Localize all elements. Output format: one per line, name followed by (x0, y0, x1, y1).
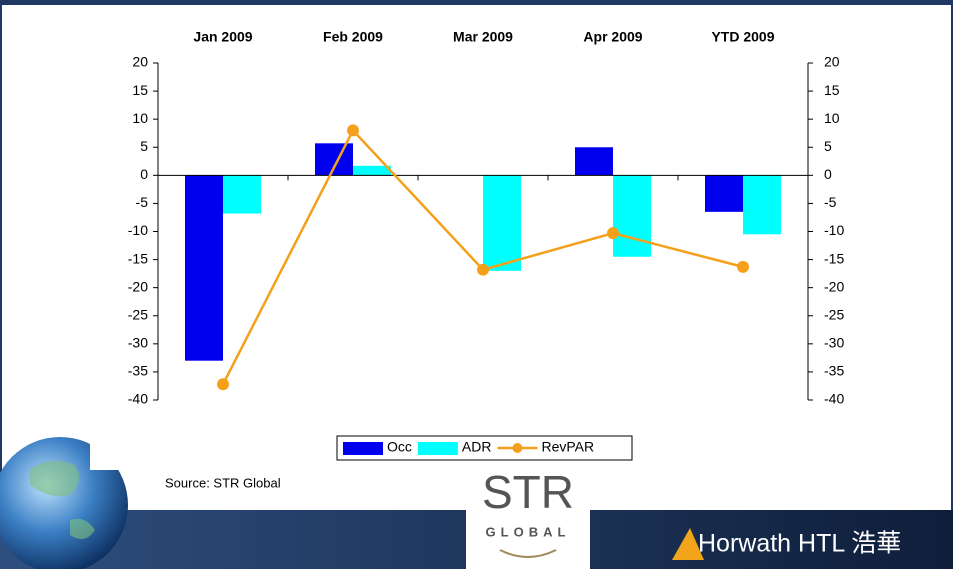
y2-tick-label: -40 (824, 391, 844, 407)
logo-swoosh (499, 549, 557, 558)
line-marker (477, 263, 489, 276)
bar (613, 175, 651, 257)
x-tick-label: Jan 2009 (193, 29, 252, 45)
y2-tick-label: 20 (824, 54, 840, 70)
bar (743, 175, 781, 235)
y2-tick-label: 15 (824, 82, 840, 98)
logo-str: STR (482, 466, 574, 518)
y2-tick-label: 5 (824, 138, 832, 154)
top-bar (0, 0, 953, 5)
legend-swatch (343, 442, 383, 455)
legend-label: Occ (387, 439, 412, 455)
y2-tick-label: -20 (824, 278, 844, 294)
line-marker (737, 260, 749, 273)
right-border (951, 0, 953, 569)
y-tick-label: 20 (132, 54, 148, 70)
y2-tick-label: 0 (824, 166, 832, 182)
bar (223, 175, 261, 214)
bar (705, 175, 743, 212)
line-marker (607, 227, 619, 240)
line-marker (217, 378, 229, 391)
x-tick-label: Feb 2009 (323, 29, 383, 45)
legend-label: ADR (462, 439, 492, 455)
y-tick-label: -30 (128, 335, 148, 351)
y-tick-label: -20 (128, 278, 148, 294)
y-tick-label: -25 (128, 306, 148, 322)
bar (315, 143, 353, 176)
y2-tick-label: -30 (824, 335, 844, 351)
y-tick-label: 5 (140, 138, 148, 154)
y-tick-label: 15 (132, 82, 148, 98)
globe-land (30, 461, 95, 539)
legend-box (336, 435, 633, 461)
y2-tick-label: -5 (824, 194, 837, 210)
y2-tick-label: -15 (824, 250, 844, 266)
y2-tick-label: 10 (824, 110, 840, 126)
bar (353, 165, 391, 176)
bar (483, 175, 521, 271)
legend-swatch (417, 442, 458, 455)
logo-box (466, 470, 590, 569)
y-tick-label: -15 (128, 250, 148, 266)
legend-label: RevPAR (541, 439, 594, 455)
y-tick-label: 0 (140, 166, 148, 182)
x-tick-label: Mar 2009 (453, 29, 513, 45)
bar (185, 175, 223, 361)
y2-tick-label: -35 (824, 363, 844, 379)
globe-mask (90, 430, 130, 470)
y-tick-label: -35 (128, 363, 148, 379)
source: Source: STR Global (165, 475, 281, 490)
x-tick-label: YTD 2009 (711, 29, 774, 45)
left-border (0, 0, 2, 569)
logo-global: GLOBAL (486, 524, 571, 539)
legend-marker (512, 443, 523, 453)
x-tick-label: Apr 2009 (583, 29, 642, 45)
y-tick-label: -10 (128, 222, 148, 238)
y-tick-label: -40 (128, 391, 148, 407)
brand-name: Horwath HTL 浩華 (698, 530, 901, 558)
y2-tick-label: -25 (824, 306, 844, 322)
line-marker (347, 124, 359, 137)
brand-icon (672, 528, 704, 560)
bar (575, 147, 613, 176)
y-tick-label: -5 (136, 194, 149, 210)
y-tick-label: 10 (132, 110, 148, 126)
y2-tick-label: -10 (824, 222, 844, 238)
